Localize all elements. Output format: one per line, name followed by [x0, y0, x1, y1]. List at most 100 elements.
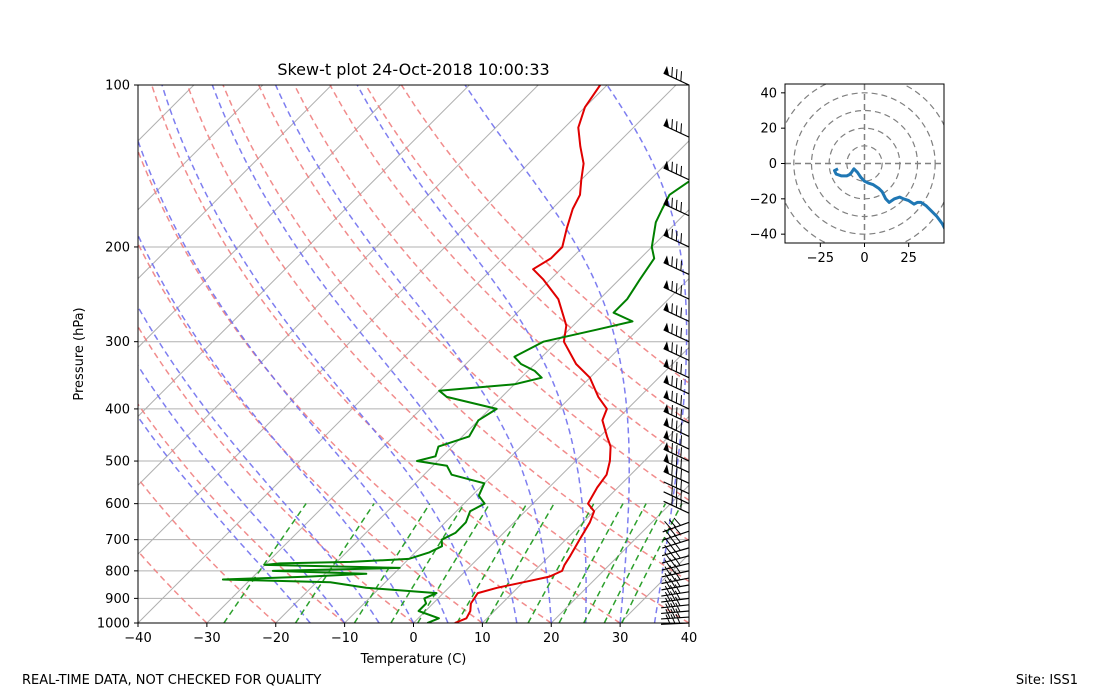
hodo-x-tick-label: −25: [807, 251, 834, 266]
wind-barb-flag: [663, 280, 670, 290]
wind-barb-tick: [670, 597, 676, 607]
wind-barb-flag: [663, 160, 670, 171]
wind-barb-staff: [663, 424, 690, 437]
wind-barb-tick: [674, 571, 681, 581]
isotherm-line: [138, 85, 470, 418]
wind-barb-tick: [671, 342, 673, 353]
dry-adiabat-line: [138, 325, 414, 623]
moist-adiabat-line: [138, 233, 415, 623]
mixing-ratio-line: [456, 503, 528, 623]
wind-barb-tick: [680, 123, 682, 134]
wind-barb-tick: [664, 585, 671, 595]
wind-barb-tick: [680, 479, 682, 490]
wind-barb-tick: [671, 323, 673, 334]
wind-barb-flag: [663, 429, 670, 440]
wind-barb-tick: [675, 69, 678, 80]
moist-adiabat-line: [464, 85, 630, 623]
y-tick-label: 800: [105, 564, 130, 579]
mixing-ratio-line: [294, 503, 375, 623]
wind-barb-tick: [664, 520, 672, 530]
wind-barb-tick: [673, 526, 681, 535]
wind-barb-tick: [675, 392, 678, 404]
wind-barb-tick: [675, 325, 678, 336]
wind-barb-flag: [663, 389, 670, 400]
wind-barb-tick: [675, 477, 678, 488]
wind-barb: [663, 196, 690, 217]
wind-barb-tick: [671, 256, 673, 267]
wind-barb-tick: [665, 597, 671, 608]
x-tick-label: −10: [331, 631, 358, 646]
wind-barb-tick: [671, 228, 673, 239]
wind-barb-tick: [680, 409, 682, 420]
wind-barb-tick: [680, 422, 682, 433]
wind-barb-tick: [680, 435, 682, 446]
wind-barb-tick: [669, 578, 676, 588]
x-tick-label: 20: [543, 631, 560, 646]
temperature-trace: [454, 85, 612, 623]
x-tick-label: −20: [262, 631, 289, 646]
wind-barb-staff: [663, 381, 690, 395]
wind-barb-staff: [663, 470, 690, 484]
wind-barb-tick: [671, 418, 673, 429]
y-tick-label: 400: [105, 402, 130, 417]
wind-barb-tick: [664, 566, 671, 576]
wind-barb-tick: [675, 487, 678, 498]
wind-barb: [663, 403, 690, 424]
x-tick-label: 10: [474, 631, 491, 646]
isotherm-line: [344, 277, 689, 623]
wind-barb-tick: [675, 283, 678, 294]
wind-barb-tick: [680, 469, 682, 480]
moist-adiabat-line: [138, 138, 449, 623]
isotherm-line: [206, 140, 689, 623]
mixing-ratio-line: [353, 503, 431, 623]
wind-barb-flag: [663, 196, 670, 207]
dry-adiabat-line: [150, 85, 621, 623]
wind-barb-staff: [663, 308, 690, 322]
wind-barb: [663, 389, 690, 410]
wind-barb-staff: [663, 481, 690, 495]
dry-adiabat-line: [138, 477, 277, 623]
wind-barb-tick: [669, 565, 676, 575]
hodo-y-tick-label: 20: [760, 122, 777, 137]
wind-barb-tick: [665, 614, 671, 625]
wind-barb-tick: [675, 445, 678, 456]
wind-barb: [661, 584, 690, 597]
moist-adiabat-line: [356, 85, 587, 623]
wind-barb-tick: [675, 614, 681, 624]
wind-barb-tick: [675, 305, 678, 316]
wind-barb: [661, 571, 690, 585]
isotherm-line: [413, 346, 689, 623]
isotherm-line: [138, 85, 677, 623]
wind-barb: [663, 322, 690, 343]
wind-barb-staff: [663, 491, 690, 505]
x-tick-label: 0: [409, 631, 417, 646]
wind-barb-tick: [671, 359, 673, 370]
wind-barb-staff: [663, 500, 690, 514]
wind-barb-tick: [671, 443, 673, 454]
wind-barb: [663, 441, 690, 462]
wind-barb-tick: [675, 377, 678, 388]
wind-barb-tick: [671, 375, 673, 386]
wind-barb-tick: [669, 558, 676, 568]
wind-barb: [663, 65, 690, 86]
wind-barb-tick: [664, 573, 671, 583]
wind-barb: [663, 358, 690, 379]
isotherm-line: [138, 85, 332, 280]
wind-barb-flag: [663, 302, 670, 313]
wind-barb-staff: [663, 460, 690, 473]
wind-barb: [663, 417, 690, 437]
wind-barb-tick: [673, 542, 681, 551]
chart-title: Skew-t plot 24-Oct-2018 10:00:33: [277, 60, 549, 79]
y-tick-label: 100: [105, 79, 130, 94]
dry-adiabat-line: [258, 85, 689, 542]
wind-barb-tick: [670, 614, 676, 624]
wind-barb-tick: [680, 458, 682, 469]
isotherm-line: [275, 209, 689, 623]
wind-barb-flag: [663, 453, 670, 464]
hodo-x-tick-label: 25: [900, 251, 917, 266]
wind-barb-staff: [663, 448, 690, 462]
wind-barb-tick: [680, 346, 682, 357]
mixing-ratio-line: [390, 503, 466, 623]
y-tick-label: 900: [105, 592, 130, 607]
hodo-y-tick-label: 0: [769, 157, 777, 172]
